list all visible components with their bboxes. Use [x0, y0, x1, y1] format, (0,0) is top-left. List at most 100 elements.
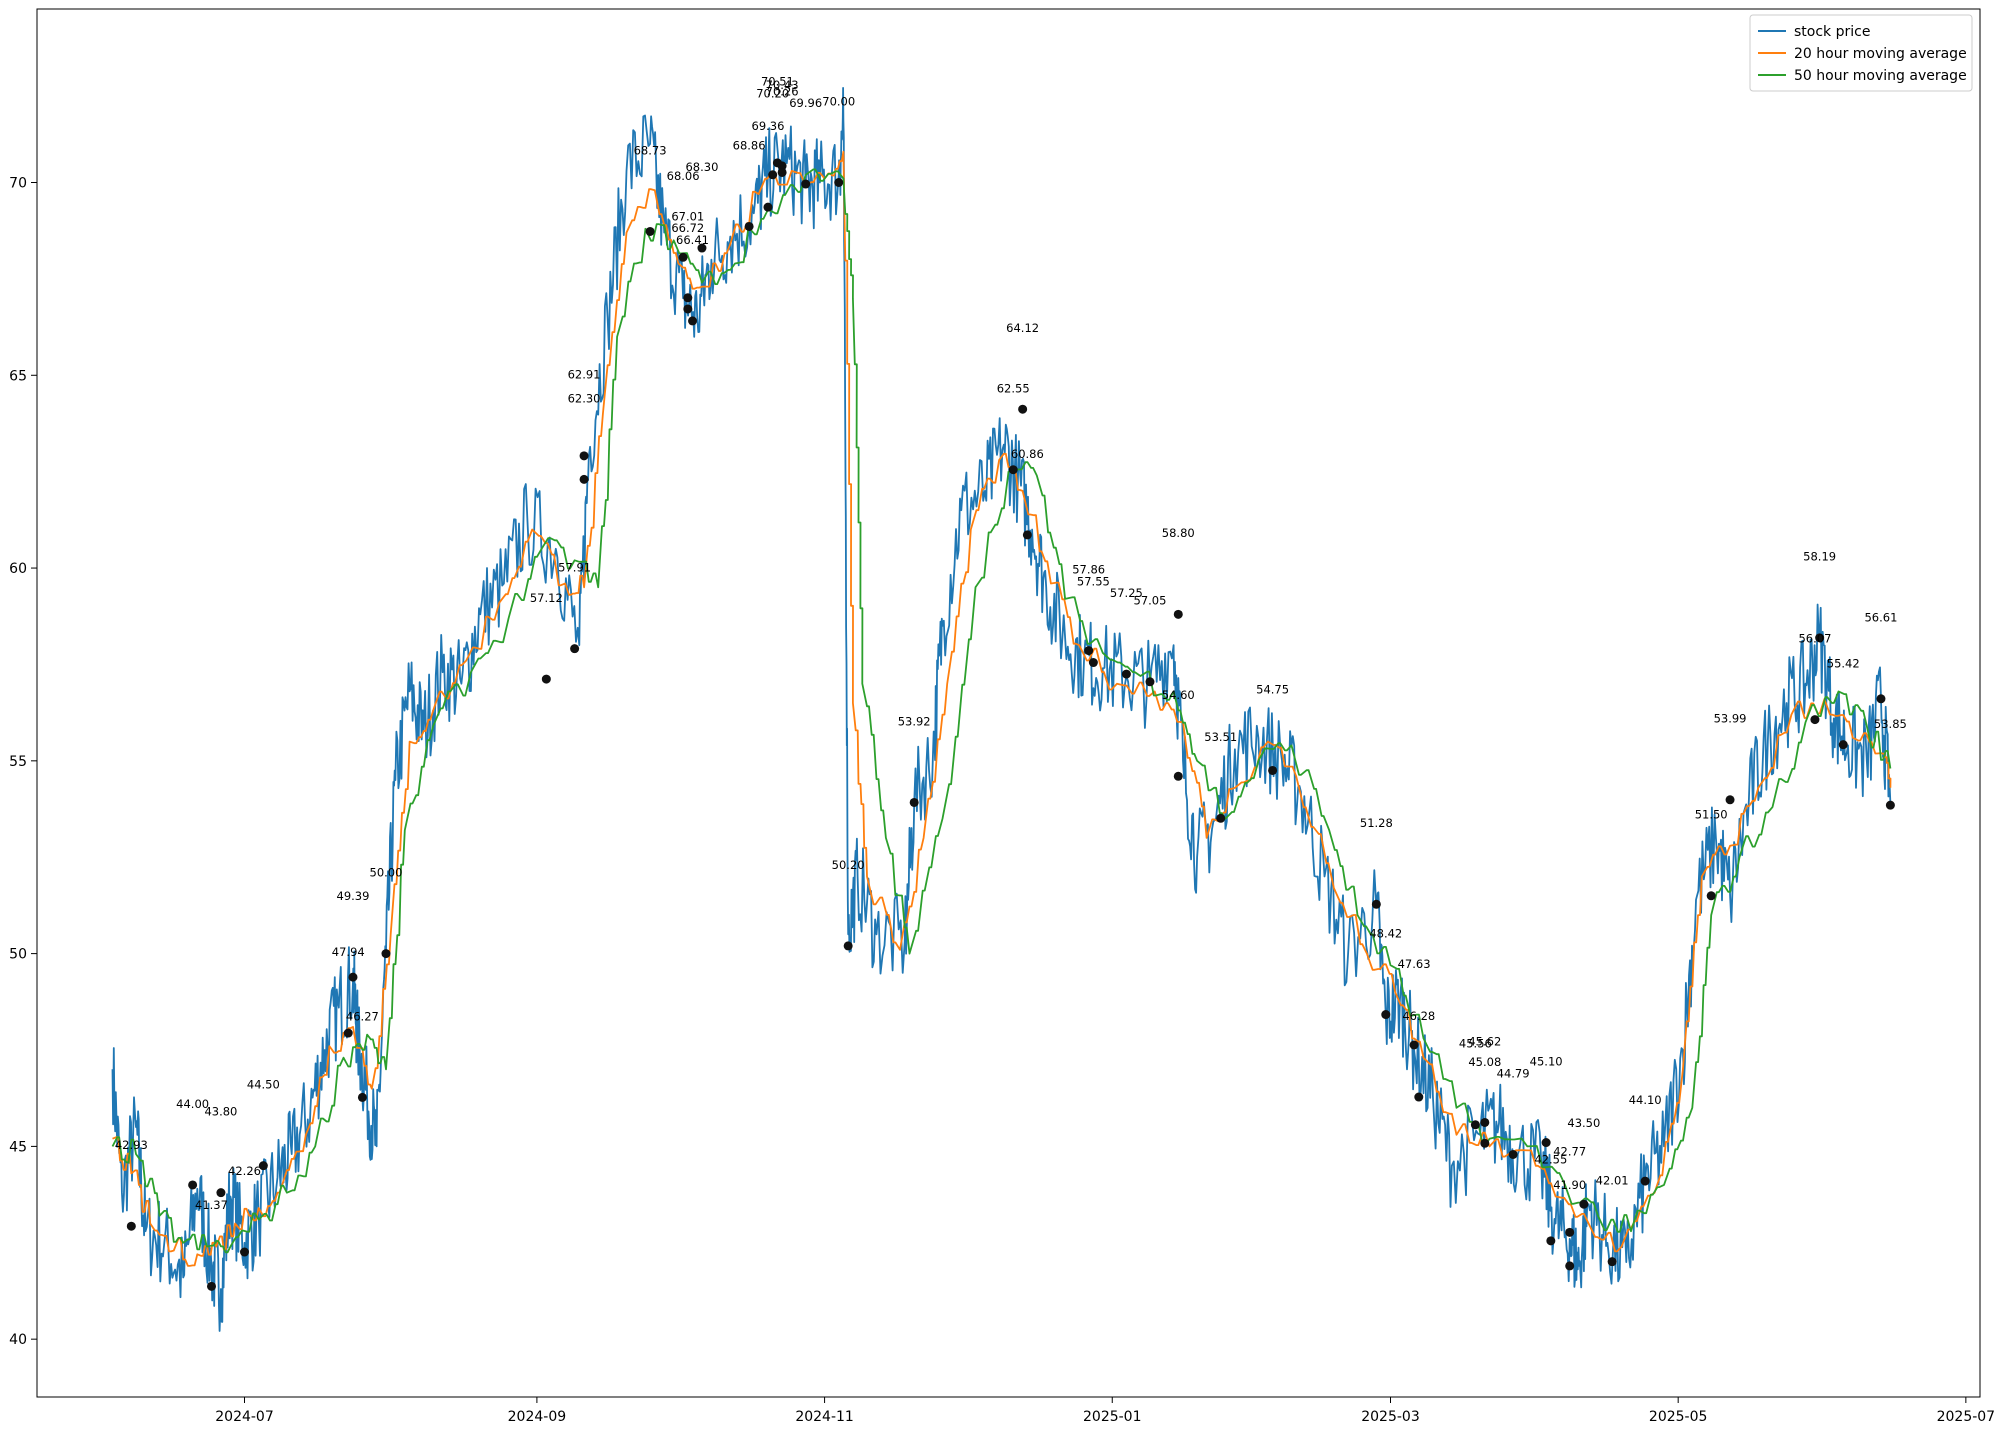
legend-label: 50 hour moving average: [1794, 68, 1967, 84]
point-label: 42.01: [1596, 1174, 1629, 1188]
marked-point: [1268, 765, 1278, 775]
marked-point: [258, 1161, 268, 1171]
marked-point: [834, 178, 844, 187]
marked-point: [579, 474, 589, 484]
point-label: 45.62: [1468, 1034, 1501, 1048]
marked-point: [206, 1281, 216, 1291]
point-label: 47.63: [1398, 957, 1431, 971]
marked-point: [188, 1180, 198, 1190]
legend-box: [1749, 14, 1973, 92]
series-line: [112, 150, 1892, 1267]
marked-point: [1145, 677, 1155, 687]
point-label: 58.19: [1803, 550, 1836, 564]
point-label: 54.75: [1256, 682, 1289, 696]
point-label: 67.01: [671, 210, 704, 224]
point-label: 57.91: [558, 561, 591, 575]
point-label: 57.05: [1134, 594, 1167, 608]
marked-point: [216, 1188, 226, 1198]
point-label: 70.43: [766, 78, 799, 92]
point-annotations: 42.93 44.00 41.37 43.80 42.26 44.50 47.94 49.39…: [115, 75, 1907, 1213]
legend-label: 20 hour moving average: [1794, 46, 1967, 62]
marked-point: [1579, 1199, 1589, 1209]
point-label: 44.50: [247, 1078, 280, 1092]
plot-frame: [36, 8, 1981, 1398]
point-label: 50.00: [370, 866, 403, 880]
point-label: 41.90: [1553, 1178, 1586, 1192]
point-label: 42.55: [1534, 1153, 1567, 1167]
point-label: 62.55: [997, 382, 1030, 396]
point-label: 66.41: [676, 233, 709, 247]
marked-point: [343, 1028, 353, 1038]
marked-point: [1815, 633, 1825, 643]
x-tick-label: 2025-07: [1937, 1409, 1996, 1425]
y-tick-label: 65: [9, 368, 27, 384]
x-tick-label: 2025-05: [1649, 1409, 1708, 1425]
marked-point: [1084, 646, 1094, 656]
marked-point: [683, 304, 693, 314]
marked-point: [1088, 658, 1098, 668]
series-line: [111, 168, 1892, 1254]
point-label: 68.30: [685, 160, 718, 174]
marked-point: [1480, 1117, 1490, 1127]
marked-point: [381, 949, 391, 959]
y-axis: 40 45 50 55 60 65 70: [9, 176, 37, 1348]
marked-point: [1640, 1176, 1650, 1186]
marked-point: [683, 293, 693, 303]
point-label: 58.80: [1162, 526, 1195, 540]
point-label: 42.26: [228, 1164, 261, 1178]
marked-point: [357, 1092, 367, 1102]
point-label: 70.51: [761, 75, 794, 89]
point-label: 50.20: [832, 858, 865, 872]
point-label: 62.91: [568, 368, 601, 382]
marked-point: [1541, 1138, 1551, 1148]
legend-label: stock price: [1794, 24, 1870, 40]
marked-point: [768, 170, 778, 180]
marked-point: [348, 972, 358, 982]
series-lines: [111, 87, 1892, 1332]
point-label: 46.27: [346, 1009, 379, 1023]
y-tick-label: 60: [9, 561, 27, 577]
point-label: 55.42: [1827, 657, 1860, 671]
marked-point: [697, 243, 707, 253]
marked-point: [541, 674, 551, 684]
x-tick-label: 2024-11: [795, 1409, 854, 1425]
point-label: 57.25: [1110, 586, 1143, 600]
marked-point: [126, 1221, 136, 1231]
point-label: 70.00: [822, 94, 855, 108]
x-axis: 2024-07 2024-09 2024-11 2025-01 2025-03 2025-…: [215, 1397, 1995, 1425]
marked-point: [240, 1247, 250, 1257]
marked-point: [1121, 669, 1131, 679]
marked-point: [1018, 404, 1028, 414]
point-label: 68.86: [733, 138, 766, 152]
point-label: 48.42: [1369, 926, 1402, 940]
point-label: 54.60: [1162, 688, 1195, 702]
point-label: 64.12: [1006, 321, 1039, 335]
y-tick-label: 50: [9, 947, 27, 963]
point-label: 51.28: [1360, 816, 1393, 830]
x-tick-label: 2025-01: [1083, 1409, 1142, 1425]
point-label: 45.56: [1459, 1037, 1492, 1051]
marked-point: [777, 167, 787, 177]
point-label: 46.28: [1402, 1009, 1435, 1023]
point-label: 44.00: [176, 1097, 209, 1111]
point-label: 42.93: [115, 1138, 148, 1152]
point-label: 62.30: [568, 391, 601, 405]
point-label: 49.39: [337, 889, 370, 903]
marked-point: [1022, 530, 1032, 540]
marked-point: [688, 316, 698, 326]
x-tick-label: 2025-03: [1361, 1409, 1420, 1425]
point-label: 41.37: [195, 1198, 228, 1212]
marked-point: [1607, 1257, 1617, 1267]
point-label: 70.20: [756, 87, 789, 101]
y-tick-label: 40: [9, 1332, 27, 1348]
marked-point: [570, 644, 580, 654]
point-label: 57.55: [1077, 574, 1110, 588]
point-label: 53.51: [1204, 730, 1237, 744]
marked-point: [1508, 1149, 1518, 1159]
point-label: 60.86: [1011, 447, 1044, 461]
marked-point: [1480, 1138, 1490, 1148]
marked-point: [843, 941, 853, 951]
point-label: 43.80: [204, 1105, 237, 1119]
point-label: 53.85: [1874, 717, 1907, 731]
